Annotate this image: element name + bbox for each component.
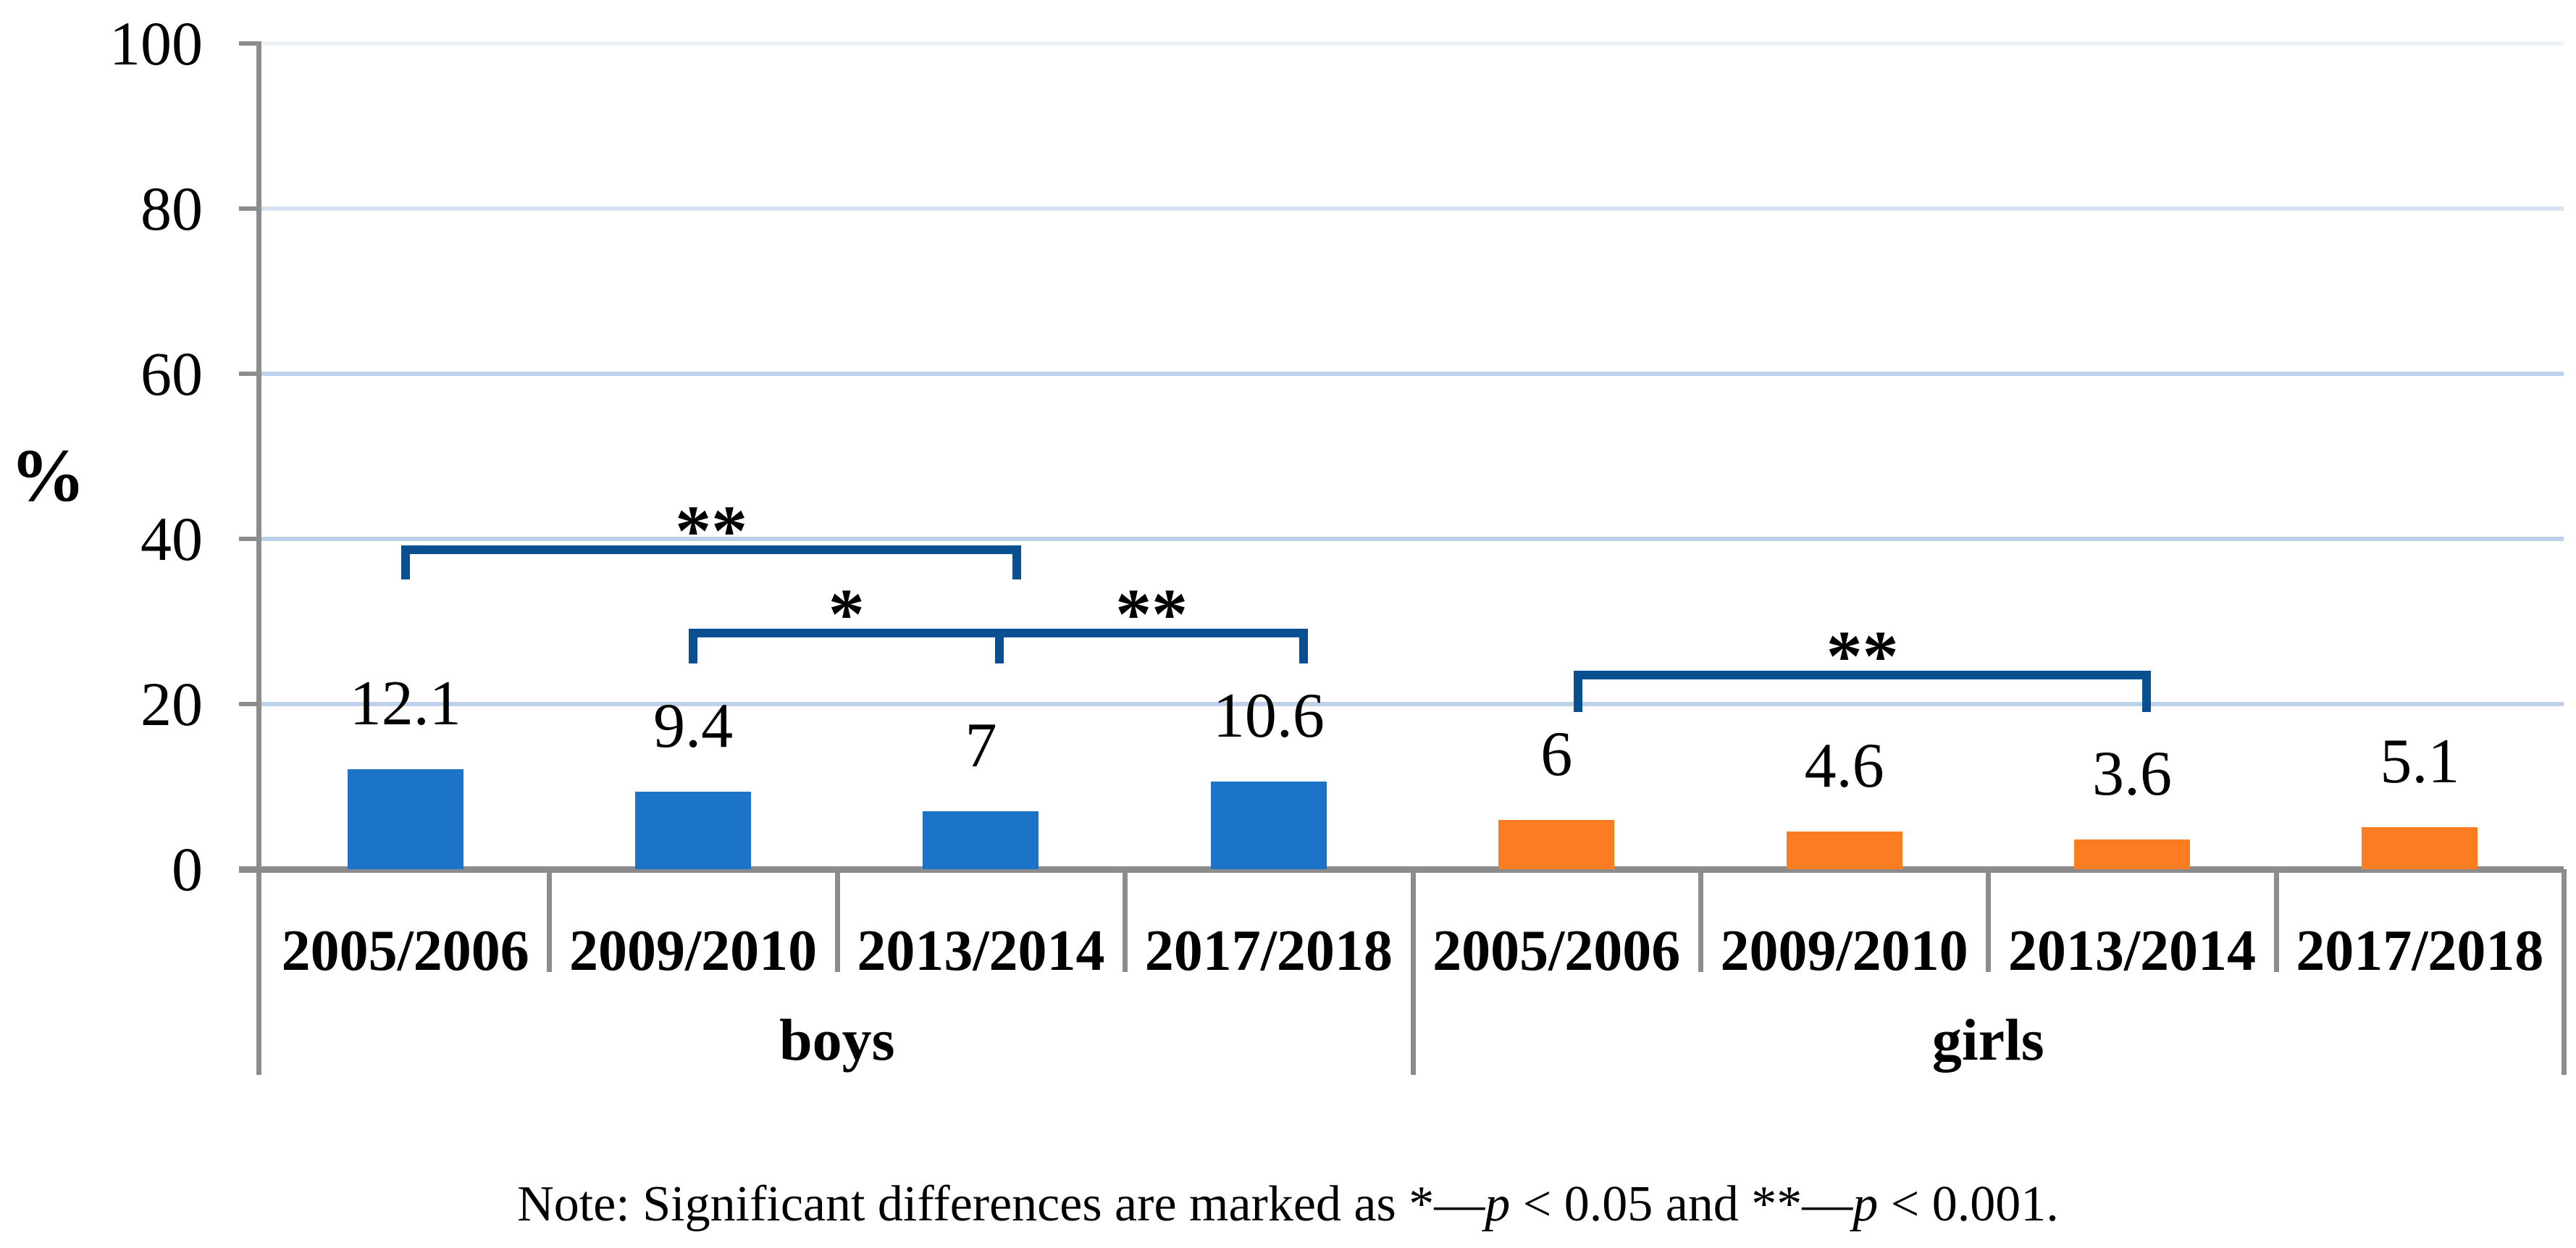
- y-tick-label-20: 20: [140, 669, 203, 739]
- significance-marker: **: [1826, 616, 1899, 696]
- bar-value-label: 9.4: [653, 690, 734, 761]
- bar-boys-2013-2014: [923, 811, 1039, 869]
- category-label: 2005/2006: [281, 919, 529, 983]
- category-label: 2005/2006: [1432, 919, 1681, 983]
- bar-boys-2017-2018: [1210, 782, 1327, 869]
- bar-value-label: 5.1: [2380, 726, 2460, 797]
- y-tick-80: [239, 206, 261, 211]
- bar-girls-2013-2014: [2073, 839, 2190, 869]
- gridline-100: [261, 41, 2564, 46]
- category-divider: [2273, 869, 2279, 972]
- category-label: 2013/2014: [2007, 919, 2257, 983]
- category-divider: [834, 869, 840, 972]
- gridline-80: [261, 206, 2564, 211]
- significance-marker: *: [828, 574, 865, 654]
- y-tick-label-0: 0: [172, 834, 203, 904]
- gridline-20: [261, 702, 2564, 706]
- y-axis-line: [256, 41, 261, 1075]
- bar-value-label: 7: [965, 711, 997, 782]
- significance-marker: **: [1115, 574, 1188, 654]
- category-label: 2009/2010: [569, 919, 818, 983]
- bar-value-label: 10.6: [1212, 681, 1325, 752]
- category-label: 2009/2010: [1720, 919, 1968, 983]
- bar-girls-2017-2018: [2362, 826, 2478, 869]
- bar-value-label: 12.1: [349, 669, 461, 740]
- y-axis-title: %: [10, 434, 85, 517]
- gridline-40: [261, 537, 2564, 541]
- y-tick-40: [239, 537, 261, 541]
- figure-note: Note: Significant differences are marked…: [517, 1176, 2059, 1232]
- y-tick-label-60: 60: [140, 339, 203, 409]
- group-label-boys: boys: [779, 1007, 895, 1073]
- y-tick-20: [239, 702, 261, 706]
- significance-bracket: [400, 545, 1022, 579]
- bar-value-label: 3.6: [2092, 738, 2172, 809]
- y-tick-label-100: 100: [109, 9, 203, 78]
- significance-bracket: [995, 629, 1308, 663]
- group-label-girls: girls: [1931, 1007, 2044, 1073]
- category-label: 2017/2018: [2296, 919, 2544, 983]
- y-tick-100: [239, 41, 261, 46]
- significance-bracket: [1574, 671, 2151, 712]
- bar-value-label: 6: [1540, 719, 1573, 790]
- category-divider: [1986, 869, 1992, 972]
- y-tick-60: [239, 372, 261, 376]
- category-divider: [1123, 869, 1128, 972]
- bar-girls-2005-2006: [1498, 819, 1615, 869]
- category-divider: [1698, 869, 1703, 972]
- bar-value-label: 4.6: [1804, 730, 1884, 801]
- bar-boys-2009-2010: [635, 791, 752, 869]
- category-divider: [547, 869, 553, 972]
- gridline-60: [261, 372, 2564, 376]
- category-label: 2017/2018: [1144, 919, 1393, 983]
- group-divider: [2562, 869, 2567, 1075]
- x-axis-baseline: [239, 866, 2564, 873]
- y-tick-label-40: 40: [140, 504, 203, 574]
- significance-marker: **: [675, 490, 748, 571]
- bar-girls-2009-2010: [1786, 831, 1902, 869]
- category-label: 2013/2014: [857, 919, 1105, 983]
- y-tick-label-80: 80: [140, 174, 203, 243]
- bar-boys-2005-2006: [347, 769, 463, 869]
- group-divider: [1410, 869, 1416, 1075]
